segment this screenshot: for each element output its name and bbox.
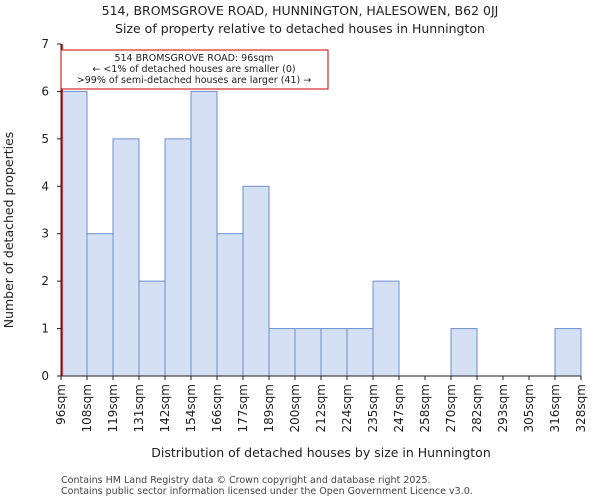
bars-group: [60, 90, 582, 377]
x-tick-label: 316sqm: [548, 384, 562, 432]
bar-108sqm: [86, 233, 114, 377]
footer-line-2: Contains public sector information licen…: [61, 486, 473, 497]
y-tick-label: 2: [41, 274, 49, 288]
annotation-box: [60, 49, 329, 90]
bar-119sqm: [112, 138, 140, 377]
x-tick-label: 119sqm: [106, 384, 120, 432]
bar-212sqm: [320, 328, 348, 377]
x-tick-label: 177sqm: [236, 384, 250, 432]
x-tick-label: 131sqm: [132, 384, 146, 432]
annotation-line-2: ← <1% of detached houses are smaller (0): [92, 64, 295, 75]
annotation-line-3: >99% of semi-detached houses are larger …: [77, 75, 311, 86]
bar-166sqm: [216, 233, 244, 377]
x-tick-label: 189sqm: [262, 384, 276, 432]
y-tick-label: 4: [41, 179, 49, 193]
x-tick-label: 328sqm: [574, 384, 588, 432]
bar-235sqm: [372, 280, 400, 377]
y-tick-label: 6: [41, 84, 49, 98]
x-tick-label: 235sqm: [366, 384, 380, 432]
y-tick-label: 7: [41, 37, 49, 51]
y-axis-label: Number of detached properties: [1, 132, 16, 329]
x-tick-label: 154sqm: [184, 384, 198, 432]
x-tick-label: 96sqm: [54, 384, 68, 425]
bar-270sqm: [450, 328, 478, 377]
y-ticks-group: 0 1 2 3 4 5 6 7: [41, 37, 61, 383]
x-tick-label: 270sqm: [444, 384, 458, 432]
x-tick-label: 224sqm: [340, 384, 354, 432]
chart-title: 514, BROMSGROVE ROAD, HUNNINGTON, HALESO…: [102, 3, 499, 18]
chart-subtitle: Size of property relative to detached ho…: [115, 21, 485, 36]
bar-154sqm: [190, 90, 218, 377]
x-tick-label: 282sqm: [470, 384, 484, 432]
bar-224sqm: [346, 328, 374, 377]
y-tick-label: 1: [41, 322, 49, 336]
x-tick-label: 305sqm: [522, 384, 536, 432]
y-tick-label: 3: [41, 227, 49, 241]
x-tick-label: 200sqm: [288, 384, 302, 432]
y-tick-label: 5: [41, 132, 49, 146]
x-tick-label: 212sqm: [314, 384, 328, 432]
x-tick-label: 258sqm: [418, 384, 432, 432]
x-tick-label: 166sqm: [210, 384, 224, 432]
x-tick-label: 293sqm: [496, 384, 510, 432]
x-tick-label: 142sqm: [158, 384, 172, 432]
y-tick-label: 0: [41, 369, 49, 383]
bar-189sqm: [268, 328, 296, 377]
bar-200sqm: [294, 328, 322, 377]
x-tick-label: 108sqm: [80, 384, 94, 432]
bar-131sqm: [138, 280, 166, 377]
footer-line-1: Contains HM Land Registry data © Crown c…: [61, 475, 431, 486]
x-tick-label: 247sqm: [392, 384, 406, 432]
bar-142sqm: [164, 138, 192, 377]
annotation-line-1: 514 BROMSGROVE ROAD: 96sqm: [114, 53, 273, 64]
bar-316sqm: [554, 328, 582, 377]
bar-177sqm: [242, 185, 270, 377]
x-ticks-group: 96sqm 108sqm 119sqm 131sqm 142sqm 154sqm 166sq…: [54, 376, 588, 432]
bar-96sqm: [60, 90, 88, 377]
x-axis-label: Distribution of detached houses by size …: [151, 445, 491, 460]
